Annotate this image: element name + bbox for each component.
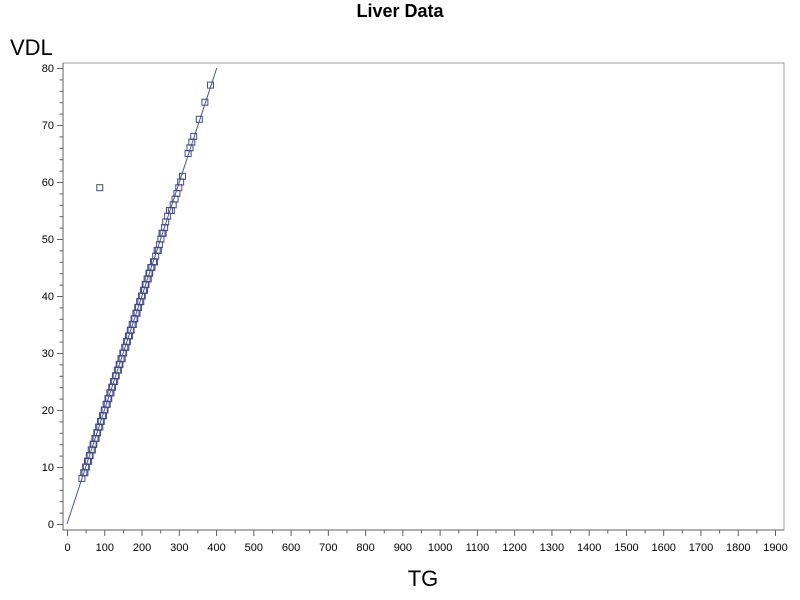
x-tick-label: 1800	[726, 542, 750, 554]
plot-area-frame	[62, 62, 785, 531]
y-tick-label: 30	[42, 348, 54, 360]
x-tick-label: 1600	[651, 542, 675, 554]
data-point	[195, 115, 203, 123]
x-tick-label: 0	[64, 542, 70, 554]
data-point	[206, 81, 214, 89]
data-point	[96, 184, 104, 192]
y-tick-label: 50	[42, 234, 54, 246]
y-tick-label: 20	[42, 405, 54, 417]
y-tick-label: 10	[42, 462, 54, 474]
y-tick-label: 70	[42, 120, 54, 132]
x-tick-label: 100	[96, 542, 114, 554]
x-tick-label: 900	[394, 542, 412, 554]
x-tick-label: 1900	[763, 542, 787, 554]
y-axis-label: VDL	[10, 35, 53, 60]
data-point	[190, 132, 198, 140]
x-tick-label: 1700	[689, 542, 713, 554]
x-tick-label: 1500	[614, 542, 638, 554]
chart-title: Liver Data	[356, 1, 444, 21]
x-axis: 0 100 200 300 400 500 600 700 800 900 1000 1100 1200…	[63, 529, 788, 554]
y-tick-label: 60	[42, 177, 54, 189]
y-tick-label: 40	[42, 291, 54, 303]
x-tick-label: 300	[170, 542, 188, 554]
regression-line	[66, 67, 218, 525]
x-tick-label: 500	[245, 542, 263, 554]
x-tick-label: 600	[282, 542, 300, 554]
y-axis: 0 10 20 30 40 50 60 70 80	[42, 63, 64, 531]
x-tick-label: 700	[319, 542, 337, 554]
data-point	[179, 172, 187, 180]
x-tick-label: 1000	[428, 542, 452, 554]
x-tick-label: 200	[133, 542, 151, 554]
x-tick-label: 800	[356, 542, 374, 554]
scatter-points	[78, 81, 214, 482]
x-axis-label: TG	[408, 566, 439, 591]
x-tick-label: 1200	[502, 542, 526, 554]
x-tick-label: 1400	[577, 542, 601, 554]
y-tick-label: 80	[42, 63, 54, 75]
y-tick-label: 0	[48, 519, 54, 531]
x-tick-label: 1300	[540, 542, 564, 554]
data-point	[201, 98, 209, 106]
x-tick-label: 1100	[466, 542, 490, 554]
x-tick-label: 400	[207, 542, 225, 554]
